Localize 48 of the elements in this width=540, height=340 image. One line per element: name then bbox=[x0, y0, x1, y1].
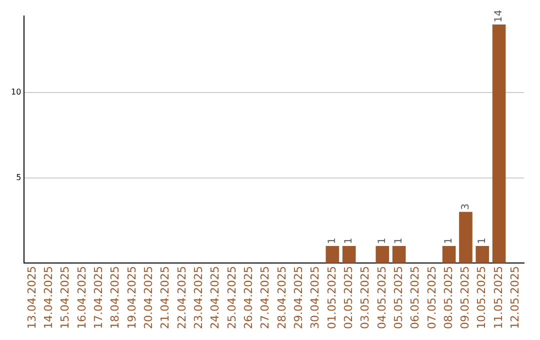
x-tick-label: 02.05.2025 bbox=[342, 266, 355, 330]
bar bbox=[459, 212, 472, 264]
x-tick-label: 01.05.2025 bbox=[325, 266, 338, 330]
x-tick-label: 22.04.2025 bbox=[175, 266, 188, 330]
x-tick-label: 07.05.2025 bbox=[425, 266, 438, 330]
x-tick-label: 23.04.2025 bbox=[192, 266, 205, 330]
x-tick-label: 12.05.2025 bbox=[508, 266, 522, 330]
x-tick-label: 19.04.2025 bbox=[125, 266, 138, 330]
data-label: 1 bbox=[344, 238, 355, 244]
data-label: 1 bbox=[444, 238, 455, 244]
bar bbox=[392, 246, 406, 264]
x-tick-label: 14.04.2025 bbox=[42, 266, 56, 330]
bar bbox=[326, 246, 340, 264]
data-label: 14 bbox=[494, 10, 505, 23]
y-tick-label: 10 bbox=[10, 88, 22, 97]
x-tick-label: 28.04.2025 bbox=[275, 266, 288, 330]
data-label: 1 bbox=[327, 238, 338, 244]
x-tick-label: 15.04.2025 bbox=[58, 266, 72, 330]
x-tick-label: 16.04.2025 bbox=[75, 266, 88, 330]
x-tick-label: 21.04.2025 bbox=[158, 266, 172, 330]
x-tick-label: 18.04.2025 bbox=[108, 266, 122, 330]
data-label: 1 bbox=[377, 238, 388, 244]
data-label: 3 bbox=[460, 204, 472, 210]
x-tick-label: 05.05.2025 bbox=[392, 266, 405, 330]
bar bbox=[376, 246, 390, 264]
data-label: 1 bbox=[394, 238, 405, 244]
x-tick-label: 08.05.2025 bbox=[442, 266, 455, 330]
x-tick-label: 30.04.2025 bbox=[308, 266, 322, 330]
x-tick-label: 03.05.2025 bbox=[358, 266, 372, 330]
bar bbox=[442, 246, 456, 264]
data-label: 1 bbox=[476, 238, 488, 244]
x-tick-label: 13.04.2025 bbox=[25, 266, 38, 330]
bar bbox=[492, 24, 506, 264]
x-tick-label: 06.05.2025 bbox=[408, 266, 422, 330]
x-tick-label: 11.05.2025 bbox=[492, 266, 505, 330]
x-tick-label: 29.04.2025 bbox=[292, 266, 305, 330]
x-tick-label: 26.04.2025 bbox=[242, 266, 255, 330]
x-tick-label: 10.05.2025 bbox=[475, 266, 488, 330]
y-tick-label: 5 bbox=[16, 172, 22, 182]
x-tick-label: 24.04.2025 bbox=[208, 266, 222, 330]
bar bbox=[476, 246, 490, 264]
x-tick-label: 20.04.2025 bbox=[142, 266, 155, 330]
x-tick-label: 17.04.2025 bbox=[92, 266, 106, 330]
x-tick-label: 27.04.2025 bbox=[258, 266, 272, 330]
bar bbox=[342, 246, 356, 264]
x-tick-label: 04.05.2025 bbox=[375, 266, 388, 330]
x-tick-label: 09.05.2025 bbox=[458, 266, 472, 330]
x-tick-label: 25.04.2025 bbox=[225, 266, 238, 330]
